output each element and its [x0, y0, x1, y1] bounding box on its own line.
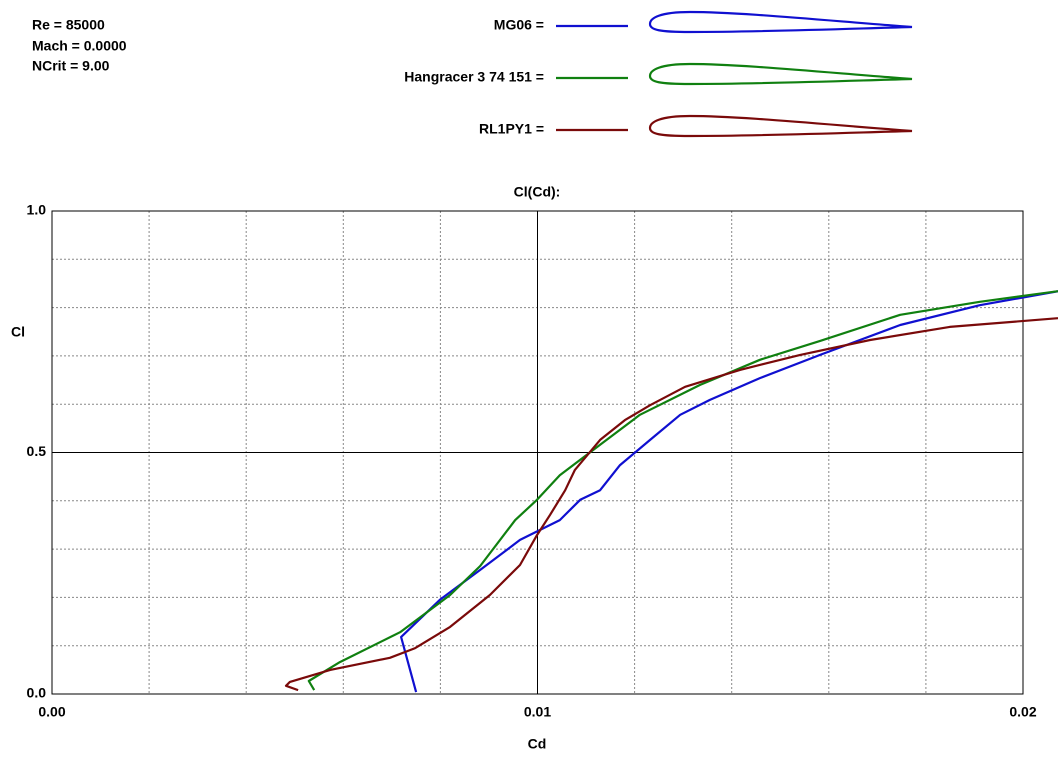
y-tick-label: 0.0 [27, 685, 47, 701]
x-tick-label: 0.01 [524, 704, 551, 720]
legend-label: RL1PY1 = [479, 121, 544, 137]
x-tick-label: 0.00 [38, 704, 65, 720]
annotation: Mach = 0.0000 [32, 38, 127, 54]
annotation: NCrit = 9.00 [32, 58, 110, 74]
x-axis-label: Cd [528, 736, 547, 752]
x-tick-label: 0.02 [1009, 704, 1036, 720]
y-tick-label: 0.5 [27, 443, 47, 459]
series-line [400, 290, 1058, 693]
airfoil-icon [648, 114, 913, 138]
legend-label: MG06 = [494, 17, 544, 33]
airfoil-icon [648, 10, 913, 34]
airfoil-icon [648, 62, 913, 86]
series-line [307, 290, 1058, 691]
legend-label: Hangracer 3 74 151 = [404, 69, 544, 85]
annotation: Re = 85000 [32, 17, 105, 33]
y-axis-label: Cl [11, 324, 25, 340]
chart-title: Cl(Cd): [514, 184, 561, 200]
y-tick-label: 1.0 [27, 202, 47, 218]
series-line [284, 317, 1058, 692]
